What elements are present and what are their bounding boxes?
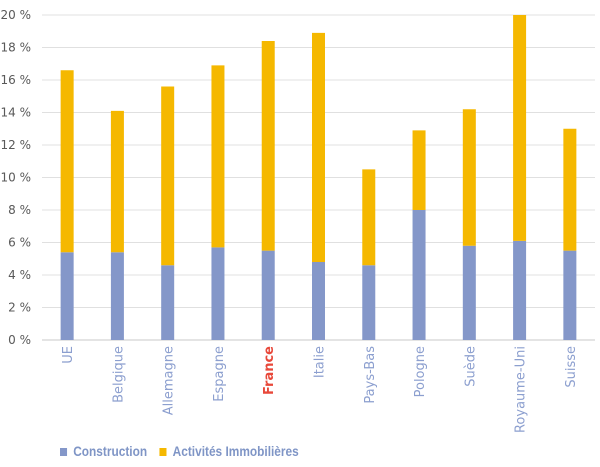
legend: Construction Activités Immobilières	[60, 444, 311, 459]
bar-activites-immobilieres	[110, 110, 124, 253]
x-tick-label: Allemagne	[162, 346, 177, 415]
bar-construction	[211, 247, 225, 340]
bar-activites-immobilieres	[312, 32, 325, 262]
y-tick-label: 14 %	[1, 106, 32, 120]
y-tick-label: 16 %	[1, 73, 32, 87]
bar-activites-immobilieres	[563, 128, 577, 251]
bar-construction	[60, 252, 74, 340]
legend-item-activites-immobilieres: Activités Immobilières	[159, 444, 299, 459]
bar-construction	[412, 210, 426, 340]
bar-activites-immobilieres	[211, 65, 225, 248]
y-tick-label: 6 %	[8, 236, 31, 250]
y-tick-label: 18 %	[1, 41, 32, 55]
y-tick-label: 20 %	[1, 8, 32, 22]
bar-construction	[261, 250, 275, 340]
bar-activites-immobilieres	[161, 86, 175, 266]
legend-label-activites-immobilieres: Activités Immobilières	[172, 444, 299, 459]
x-tick-label: Suède	[463, 346, 478, 387]
legend-label-construction: Construction	[73, 444, 148, 459]
bars	[60, 15, 577, 340]
bar-construction	[513, 240, 527, 340]
x-tick-label: UE	[61, 346, 76, 364]
bar-construction	[161, 265, 175, 340]
x-tick-label: Espagne	[212, 346, 227, 402]
y-tick-label: 8 %	[8, 203, 31, 217]
x-tick-label: Belgique	[111, 346, 126, 403]
bar-activites-immobilieres	[362, 169, 376, 266]
x-axis: UE Belgique Allemagne Espagne France Italie Pa…	[61, 346, 579, 433]
legend-swatch-construction	[60, 447, 68, 456]
x-tick-label: Royaume-Uni	[514, 346, 529, 433]
bar-activites-immobilieres	[412, 130, 426, 210]
bar-construction	[110, 252, 124, 340]
bar-activites-immobilieres	[513, 15, 527, 241]
y-axis: 0 % 2 % 4 % 6 % 8 % 10 % 12 % 14 % 16 % 18 % 20 %	[1, 8, 32, 347]
legend-item-construction: Construction	[60, 444, 147, 459]
bar-activites-immobilieres	[462, 109, 476, 246]
y-tick-label: 0 %	[8, 333, 31, 347]
x-tick-label: Pologne	[413, 346, 428, 397]
bar-construction	[462, 245, 476, 340]
y-tick-label: 12 %	[1, 138, 32, 152]
x-tick-label: Italie	[313, 346, 328, 378]
x-tick-label: Suisse	[564, 346, 579, 388]
y-tick-label: 2 %	[8, 301, 31, 315]
bar-activites-immobilieres	[60, 70, 74, 253]
legend-swatch-activites-immobilieres	[159, 447, 167, 456]
x-tick-label: France	[262, 346, 277, 395]
bar-activites-immobilieres	[261, 41, 275, 251]
y-tick-label: 4 %	[8, 268, 31, 282]
x-tick-label: Pays-Bas	[363, 346, 378, 404]
bar-construction	[312, 262, 325, 340]
bar-construction	[362, 265, 376, 340]
bar-construction	[563, 250, 577, 340]
y-tick-label: 10 %	[1, 171, 32, 185]
